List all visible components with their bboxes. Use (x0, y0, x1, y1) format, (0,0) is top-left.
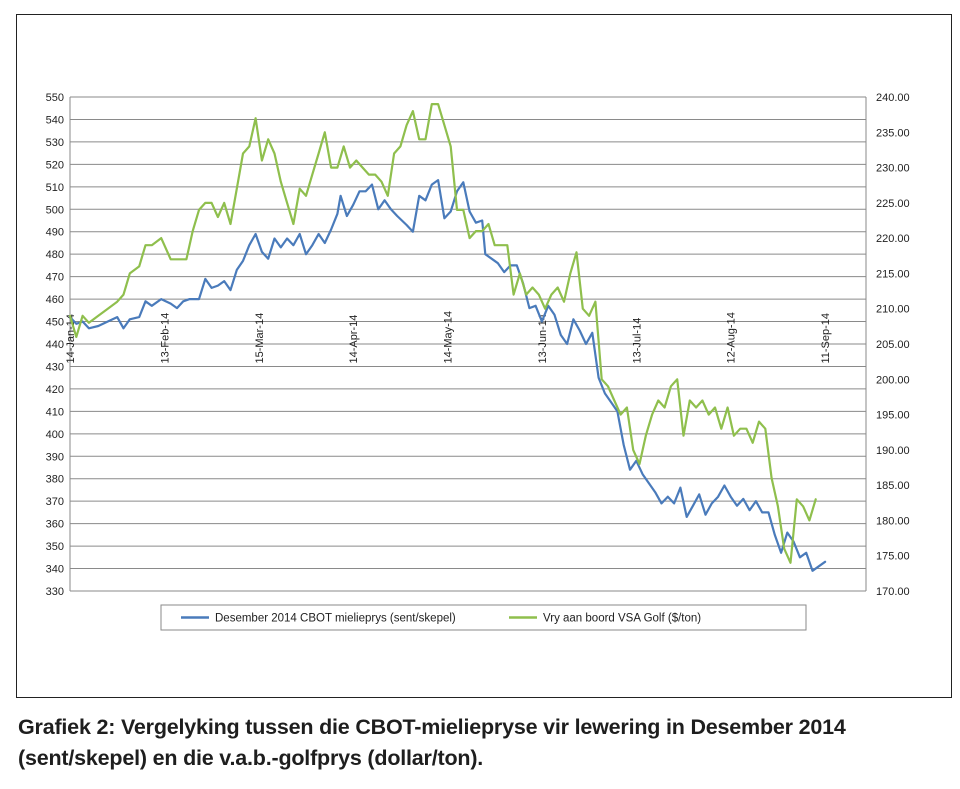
right-axis-tick-label: 185.00 (876, 480, 910, 492)
left-axis-tick-label: 430 (46, 361, 64, 373)
x-axis-tick-label: 13-Jul-14 (631, 318, 643, 364)
left-axis-tick-label: 330 (46, 586, 64, 598)
left-axis-tick-label: 500 (46, 204, 64, 216)
right-axis-tick-label: 190.00 (876, 445, 910, 457)
left-axis-tick-label: 470 (46, 272, 64, 284)
right-axis-tick-label: 210.00 (876, 304, 910, 316)
x-axis-tick-label: 11-Sep-14 (820, 313, 832, 364)
left-axis-tick-label: 380 (46, 474, 64, 486)
right-axis-tick-label: 205.00 (876, 339, 910, 351)
legend-label: Desember 2014 CBOT mielieprys (sent/skep… (215, 613, 456, 625)
left-axis-tick-label: 450 (46, 317, 64, 329)
x-axis-tick-label: 14-Apr-14 (348, 315, 360, 364)
x-axis-tick-label: 13-Feb-14 (159, 313, 171, 364)
right-axis-labels: 240.00 235.00 230.00 225.00 220.00 215.00 210.… (876, 92, 910, 598)
left-axis-tick-label: 400 (46, 429, 64, 441)
left-axis-tick-label: 420 (46, 384, 64, 396)
right-axis-tick-label: 180.00 (876, 515, 910, 527)
legend-box (160, 604, 807, 631)
left-axis-tick-label: 550 (46, 92, 64, 104)
right-axis-tick-label: 175.00 (876, 551, 910, 563)
gridlines (70, 96, 866, 592)
left-axis-labels: 550 540 530 520 510 500 490 480 470 460 450 440 430 4… (46, 92, 64, 598)
series-line-2 (68, 103, 817, 564)
x-axis-tick-label: 15-Mar-14 (254, 313, 266, 364)
legend-label: Vry aan boord VSA Golf ($/ton) (543, 613, 701, 625)
figure-caption: Grafiek 2: Vergelyking tussen die CBOT-m… (18, 715, 846, 770)
x-axis-tick-label: 13-Jun-14 (537, 314, 549, 364)
left-axis-tick-label: 350 (46, 541, 64, 553)
left-axis-tick-label: 440 (46, 339, 64, 351)
left-axis-tick-label: 370 (46, 496, 64, 508)
chart-frame: 550 540 530 520 510 500 490 480 470 460 450 440 430 4… (16, 14, 952, 698)
left-axis-tick-label: 340 (46, 564, 64, 576)
series-group (68, 103, 827, 572)
left-axis-tick-label: 540 (46, 114, 64, 126)
legend: Desember 2014 CBOT mielieprys (sent/skep… (160, 604, 807, 631)
left-axis-tick-label: 530 (46, 137, 64, 149)
left-axis-tick-label: 460 (46, 294, 64, 306)
x-axis-tick-label: 14-May-14 (443, 311, 455, 364)
x-axis-tick-label: 12-Aug-14 (726, 312, 738, 363)
right-axis-tick-label: 240.00 (876, 92, 910, 104)
right-axis-tick-label: 235.00 (876, 127, 910, 139)
x-axis-labels: 14-Jan-14 13-Feb-14 15-Mar-14 14-Apr-14 14-M… (65, 311, 832, 364)
left-axis-tick-label: 410 (46, 406, 64, 418)
left-axis-tick-label: 480 (46, 249, 64, 261)
left-axis-tick-label: 360 (46, 519, 64, 531)
left-axis-tick-label: 520 (46, 159, 64, 171)
right-axis-tick-label: 230.00 (876, 163, 910, 175)
right-axis-tick-label: 220.00 (876, 233, 910, 245)
left-axis-tick-label: 390 (46, 451, 64, 463)
right-axis-tick-label: 170.00 (876, 586, 910, 598)
chart-svg: 550 540 530 520 510 500 490 480 470 460 450 440 430 4… (46, 92, 910, 631)
left-axis-tick-label: 490 (46, 227, 64, 239)
right-axis-tick-label: 215.00 (876, 268, 910, 280)
left-axis-tick-label: 510 (46, 182, 64, 194)
right-axis-tick-label: 195.00 (876, 410, 910, 422)
series-line-1 (68, 179, 827, 572)
right-axis-tick-label: 200.00 (876, 374, 910, 386)
right-axis-tick-label: 225.00 (876, 198, 910, 210)
